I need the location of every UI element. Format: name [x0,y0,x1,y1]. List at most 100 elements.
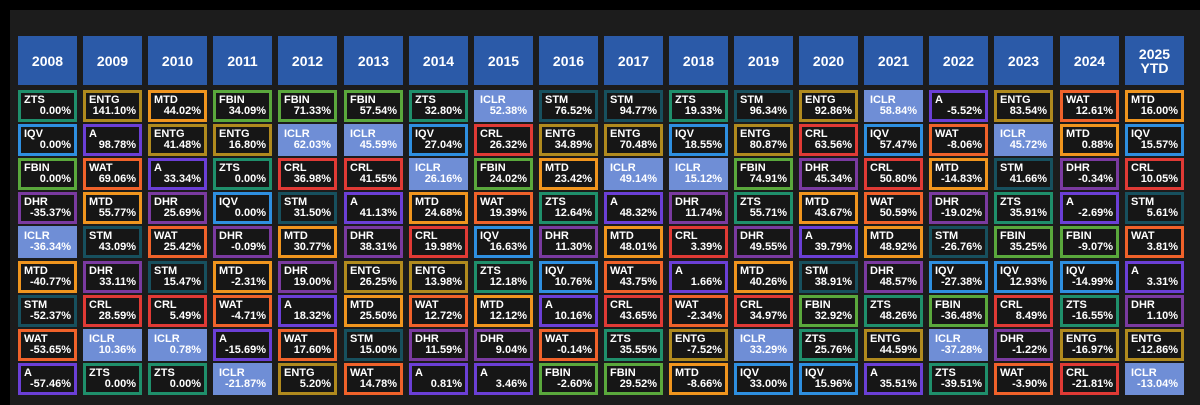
return-cell: DHR 33.11% [83,261,142,293]
return-value: 45.59% [359,139,397,151]
return-cell: FBIN 34.09% [213,90,272,122]
return-cell: ICLR 26.16% [409,158,468,190]
ticker-label: DHR [805,162,829,174]
return-cell: WAT -3.90% [994,363,1053,395]
ticker-label: CRL [89,299,112,311]
return-cell: CRL 5.49% [148,295,207,327]
return-value: 35.91% [1009,207,1047,219]
return-cell: DHR 9.04% [474,329,533,361]
return-value: 44.59% [879,344,917,356]
ticker-label: FBIN [284,94,310,106]
ticker-label: IQV [935,265,954,277]
return-value: 49.55% [749,241,787,253]
return-value: 83.54% [1009,105,1047,117]
return-cell: A 35.51% [864,363,923,395]
return-value: 12.61% [1075,105,1113,117]
return-value: 5.61% [1146,207,1178,219]
return-cell: STM -26.76% [929,226,988,258]
return-cell: ICLR 15.12% [669,158,728,190]
ticker-label: ICLR [219,367,245,379]
return-cell: FBIN 24.02% [474,158,533,190]
ticker-label: A [415,367,423,379]
return-cell: ICLR 33.29% [734,329,793,361]
return-value: 15.96% [814,378,852,390]
return-value: 10.16% [554,310,592,322]
ticker-label: CRL [675,230,698,242]
ticker-label: A [1131,265,1139,277]
return-cell: STM -52.37% [18,295,77,327]
ticker-label: STM [350,333,374,345]
return-value: 141.10% [92,105,136,117]
return-cell: WAT -2.34% [669,295,728,327]
return-value: -16.55% [1072,310,1113,322]
return-cell: A 48.32% [604,192,663,224]
return-value: -16.97% [1072,344,1113,356]
return-value: 50.80% [879,173,917,185]
return-value: 18.55% [684,139,722,151]
return-value: 12.93% [1009,276,1047,288]
return-cell: STM 96.34% [734,90,793,122]
return-value: 48.26% [879,310,917,322]
ticker-label: ZTS [89,367,110,379]
return-cell: MTD 55.77% [83,192,142,224]
return-value: -36.48% [941,310,982,322]
return-value: -57.46% [30,378,71,390]
ticker-label: DHR [24,196,48,208]
ticker-label: FBIN [219,94,245,106]
ticker-label: CRL [1000,299,1023,311]
ticker-label: WAT [1066,94,1090,106]
ticker-label: IQV [805,367,824,379]
ticker-label: MTD [415,196,439,208]
return-cell: IQV 10.76% [539,261,598,293]
ticker-label: ZTS [740,196,761,208]
return-value: -37.28% [941,344,982,356]
return-value: 16.00% [1140,105,1178,117]
return-value: 26.16% [424,173,462,185]
return-cell: ENTG -16.97% [1060,329,1119,361]
return-cell: MTD 12.12% [474,295,533,327]
ticker-label: ICLR [870,94,896,106]
return-cell: FBIN 0.00% [18,158,77,190]
ticker-label: IQV [480,230,499,242]
return-cell: STM 31.50% [278,192,337,224]
return-value: 26.25% [359,276,397,288]
return-cell: FBIN -36.48% [929,295,988,327]
return-cell: FBIN 35.25% [994,226,1053,258]
return-value: 0.00% [39,173,71,185]
return-value: 43.75% [619,276,657,288]
return-cell: IQV 0.00% [18,124,77,156]
return-cell: MTD -8.66% [669,363,728,395]
year-header: 2014 [409,36,468,85]
ticker-label: FBIN [740,162,766,174]
year-header: 2023 [994,36,1053,85]
return-value: 10.05% [1140,173,1178,185]
return-value: 92.86% [814,105,852,117]
year-header: 2013 [344,36,403,85]
ticker-label: CRL [415,230,438,242]
return-cell: MTD 16.00% [1125,90,1184,122]
return-cell: ENTG 34.89% [539,124,598,156]
ticker-label: WAT [545,333,569,345]
return-value: 34.09% [228,105,266,117]
ticker-label: MTD [89,196,113,208]
ticker-label: ZTS [415,94,436,106]
return-value: -21.87% [225,378,266,390]
return-value: 15.00% [359,344,397,356]
return-value: 96.34% [749,105,787,117]
return-value: 10.36% [98,344,136,356]
year-header: 2022 [929,36,988,85]
ticker-label: STM [545,94,569,106]
return-value: 74.91% [749,173,787,185]
ticker-label: MTD [675,367,699,379]
return-cell: MTD -40.77% [18,261,77,293]
ticker-label: ENTG [284,367,315,379]
return-cell: MTD 43.67% [799,192,858,224]
return-cell: WAT 14.78% [344,363,403,395]
return-value: -0.34% [1078,173,1113,185]
return-value: 52.38% [489,105,527,117]
return-cell: MTD 25.50% [344,295,403,327]
return-value: 19.98% [424,241,462,253]
return-cell: WAT 25.42% [148,226,207,258]
return-cell: ZTS 35.55% [604,329,663,361]
return-cell: ENTG 41.48% [148,124,207,156]
